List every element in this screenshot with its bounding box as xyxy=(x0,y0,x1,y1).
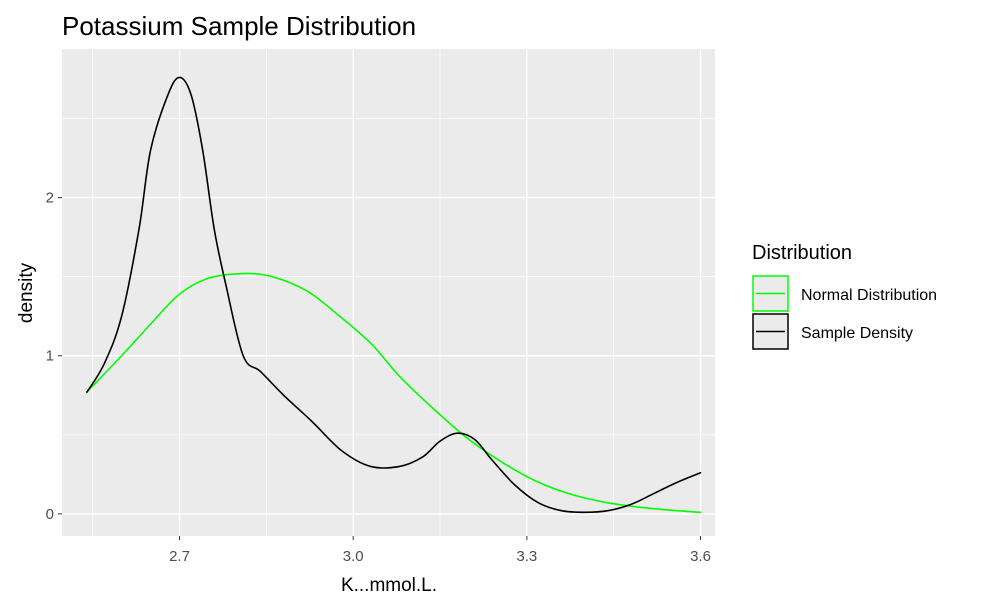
legend-item-sample: Sample Density xyxy=(752,313,913,350)
chart-title: Potassium Sample Distribution xyxy=(62,11,416,41)
y-tick-label: 2 xyxy=(46,190,54,207)
x-tick-label: 3.0 xyxy=(343,548,364,565)
x-tick-label: 3.6 xyxy=(690,548,711,565)
legend: Distribution Normal Distribution Sample … xyxy=(752,242,937,350)
legend-label-sample: Sample Density xyxy=(801,325,913,342)
x-axis: 2.7 3.0 3.3 3.6 xyxy=(169,536,711,565)
major-gridlines xyxy=(62,49,715,536)
y-tick-label: 1 xyxy=(46,348,54,365)
x-tick-label: 2.7 xyxy=(169,548,190,565)
legend-item-normal: Normal Distribution xyxy=(752,275,937,312)
y-axis: 0 1 2 xyxy=(46,190,62,523)
minor-gridlines xyxy=(62,49,715,536)
legend-title: Distribution xyxy=(752,242,852,264)
plot-panel xyxy=(62,49,715,536)
x-tick-label: 3.3 xyxy=(516,548,537,565)
series-line-normal-distribution xyxy=(86,272,702,514)
legend-label-normal: Normal Distribution xyxy=(801,287,937,304)
y-axis-title: density xyxy=(16,262,37,323)
series-line-sample-density xyxy=(86,76,702,514)
series-layer xyxy=(86,76,702,514)
x-axis-title: K...mmol.L. xyxy=(341,575,437,596)
y-tick-label: 0 xyxy=(46,506,54,523)
